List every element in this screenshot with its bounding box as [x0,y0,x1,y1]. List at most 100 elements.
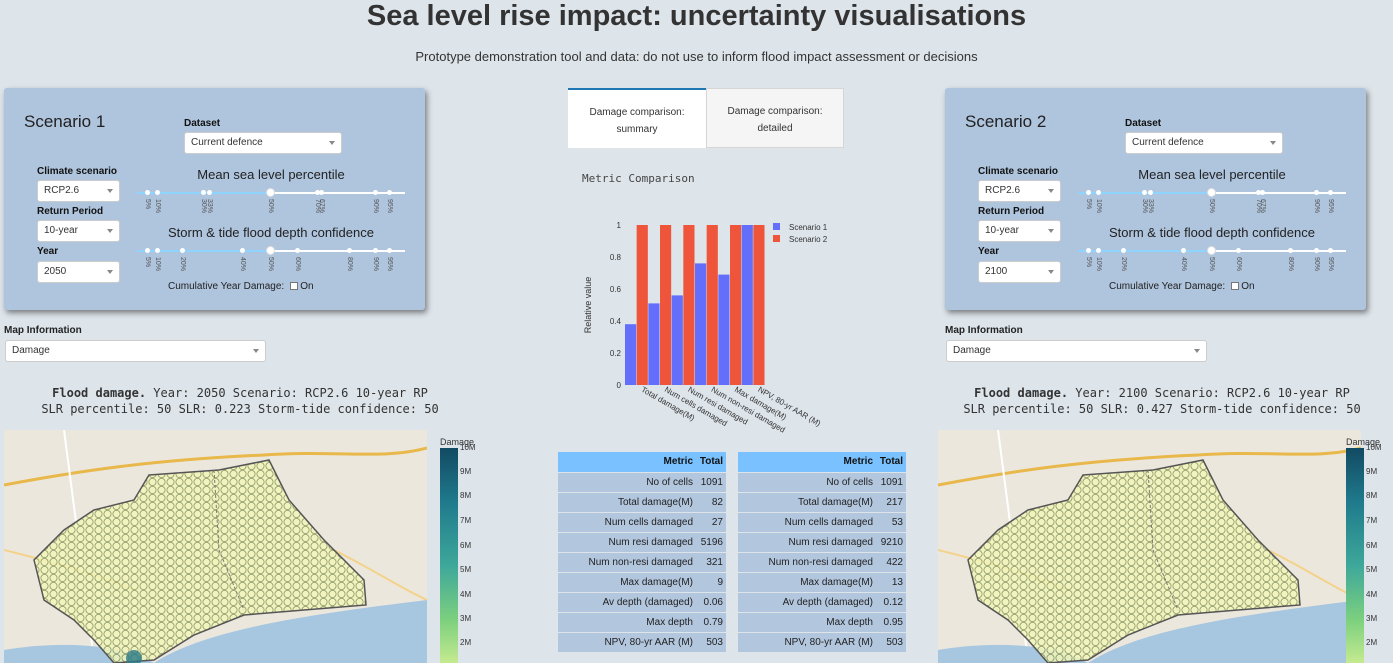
return-period-dropdown[interactable]: 10-year [978,220,1061,242]
table-header-row: Metric Total [558,452,726,473]
slider-mark-dot [319,190,324,195]
slider-mark-dot [1260,190,1265,195]
climate-scenario-dropdown[interactable]: RCP2.6 [37,180,120,202]
bar-scenario2[interactable] [753,225,765,385]
bar-scenario2[interactable] [730,225,742,385]
year-dropdown[interactable]: 2050 [37,261,120,283]
caption-line2: SLR percentile: 50 SLR: 0.427 Storm-tide… [963,402,1361,416]
chevron-down-icon [107,270,113,274]
total-cell: 82 [696,492,726,513]
table-row: Num resi damaged 9210 [738,532,906,553]
table-header-row: Metric Total [738,452,906,473]
tab-damage-summary[interactable]: Damage comparison: summary [568,88,706,148]
table-row: Num non-resi damaged 422 [738,552,906,573]
metric-cell: Num cells damaged [738,512,876,533]
scenario1-metrics-table: Metric Total No of cells 1091 Total damage(M… [558,452,726,653]
cumulative-label: Cumulative Year Damage: [1109,281,1226,292]
tab-damage-detailed[interactable]: Damage comparison: detailed [706,88,844,148]
cumulative-year-damage: Cumulative Year Damage: On [168,281,314,292]
table-row: Max damage(M) 9 [558,572,726,593]
colorbar-title: Damage [440,437,475,447]
climate-scenario-label: Climate scenario [37,166,118,177]
caption-text: Year: 2100 Scenario: RCP2.6 10-year RP [1075,386,1350,400]
bar-scenario2[interactable] [683,225,695,385]
slr-percentile-slider[interactable]: 5% 10% 30% 33% 50% 70% 67% 90% 95% [1078,188,1346,213]
slider-mark-label: 80% [346,257,353,272]
storm-confidence-title: Storm & tide flood depth confidence [168,225,374,240]
climate-scenario-dropdown[interactable]: RCP2.6 [978,180,1061,202]
year-value: 2100 [985,266,1008,277]
colorbar-tick: 6M [460,541,472,550]
bar-scenario2[interactable] [706,225,718,385]
metric-cell: Num non-resi damaged [738,552,876,573]
slider-mark-label: 40% [239,257,246,272]
colorbar-tick: 5M [1366,565,1378,574]
dataset-value: Current defence [191,137,263,148]
slider-mark-dot [1086,248,1091,253]
cumulative-checkbox[interactable] [1231,282,1240,290]
metric-cell: No of cells [558,472,696,493]
bar-scenario1[interactable] [695,263,707,385]
map-information-label: Map Information [945,325,1023,336]
slider-mark-label: 5% [144,199,151,210]
map-information-dropdown[interactable]: Damage [5,340,266,362]
table-row: Num resi damaged 5196 [558,532,726,553]
year-value: 2050 [44,266,67,277]
map-information-dropdown[interactable]: Damage [946,340,1207,362]
total-cell: 1091 [876,472,906,493]
legend-label[interactable]: Scenario 1 [789,223,828,232]
total-cell: 0.95 [876,612,906,633]
dataset-dropdown[interactable]: Current defence [184,132,342,154]
total-cell: 217 [876,492,906,513]
table-row: Max damage(M) 13 [738,572,906,593]
return-period-dropdown[interactable]: 10-year [37,220,120,242]
slider-mark-dot [1142,190,1147,195]
map-information-value: Damage [12,345,50,356]
year-label: Year [978,246,1000,257]
storm-confidence-slider[interactable]: 5% 10% 20% 40% 50% 60% 80% 90% 95% [1078,246,1346,271]
chevron-down-icon [1270,141,1276,145]
metric-cell: Av depth (damaged) [738,592,876,613]
slr-percentile-slider[interactable]: 5% 10% 30% 33% 50% 70% 67% 90% 95% [137,188,405,213]
slider-mark-dot [387,190,392,195]
slider-handle[interactable] [1207,188,1216,197]
colorbar-tick: 3M [460,614,472,623]
slider-mark-dot [1121,248,1126,253]
total-header: Total [876,452,906,473]
tab-label: Damage comparison: [589,107,685,118]
slider-handle[interactable] [266,188,275,197]
bar-scenario1[interactable] [648,303,660,385]
slider-handle[interactable] [266,246,275,255]
table-row: Total damage(M) 82 [558,492,726,513]
scenario1-panel: Scenario 1 Dataset Current defence Climate … [4,88,425,310]
colorbar-tick: 2M [460,638,472,647]
dataset-dropdown[interactable]: Current defence [1125,132,1283,154]
flood-damage-map[interactable] [4,430,427,663]
caption-bold: Flood damage. [52,386,147,400]
cumulative-checkbox[interactable] [290,282,299,290]
metric-cell: NPV, 80-yr AAR (M) [558,632,696,653]
bar-scenario1[interactable] [718,274,730,385]
bar-scenario1[interactable] [671,295,683,385]
year-dropdown[interactable]: 2100 [978,261,1061,283]
slider-handle[interactable] [1207,246,1216,255]
bar-scenario2[interactable] [660,225,672,385]
flood-damage-map[interactable] [938,430,1361,663]
bar-scenario2[interactable] [636,225,648,385]
total-cell: 9 [696,572,726,593]
bar-scenario1[interactable] [741,225,753,385]
table-row: Av depth (damaged) 0.12 [738,592,906,613]
page-subtitle: Prototype demonstration tool and data: d… [415,49,978,64]
legend-label[interactable]: Scenario 2 [789,235,828,244]
table-row: NPV, 80-yr AAR (M) 503 [738,632,906,653]
slider-mark-dot [207,190,212,195]
bar-scenario1[interactable] [625,324,637,385]
storm-confidence-title: Storm & tide flood depth confidence [1109,225,1315,240]
slider-mark-dot [1328,248,1333,253]
chevron-down-icon [1048,229,1054,233]
comparison-tabs: Damage comparison: summary Damage compari… [568,88,844,148]
colorbar-tick: 3M [1366,614,1378,623]
storm-confidence-slider[interactable]: 5% 10% 20% 40% 50% 60% 80% 90% 95% [137,246,405,271]
slider-mark-dot [155,190,160,195]
slider-mark-dot [1236,248,1241,253]
